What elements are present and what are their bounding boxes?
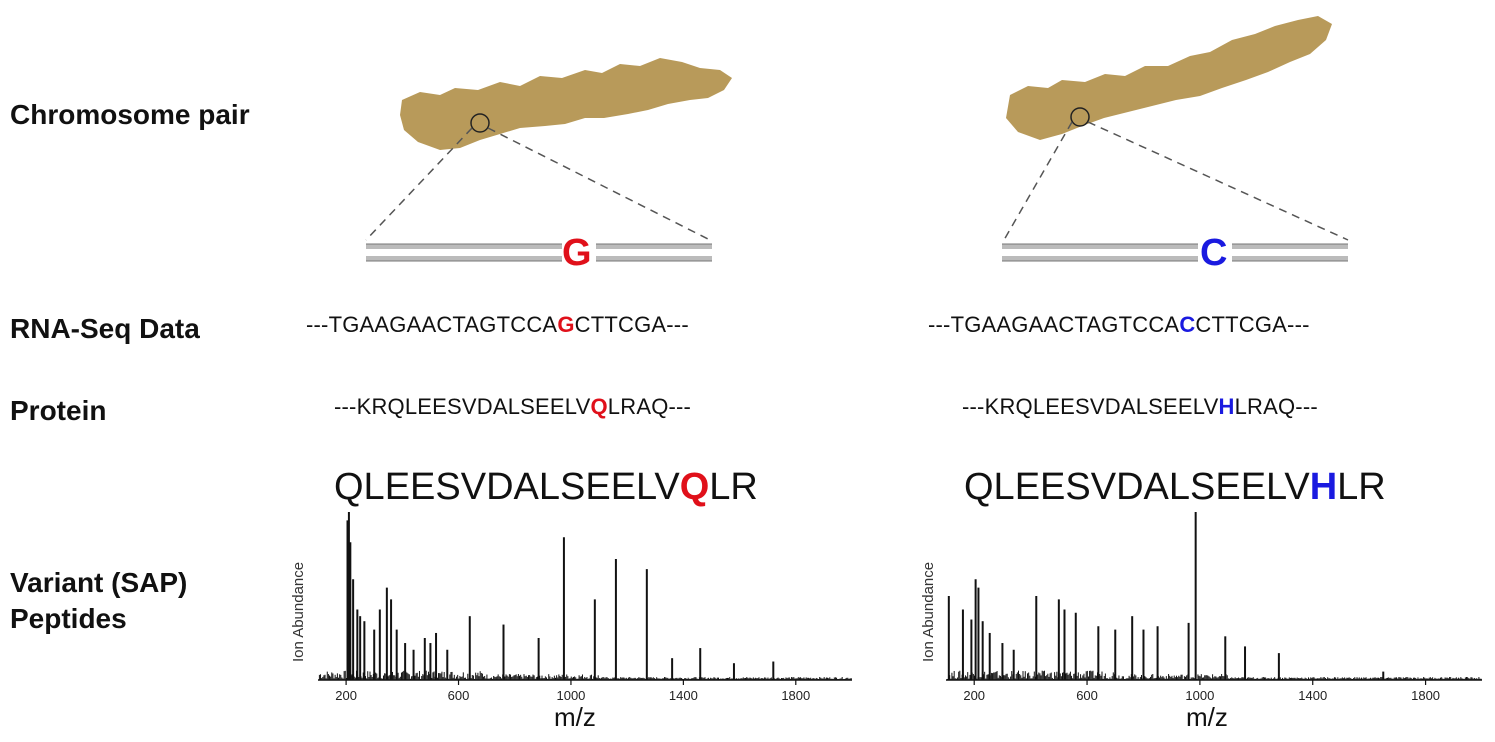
protein-seq-right-pre: ---KRQLEESVDALSEELV xyxy=(962,394,1219,419)
y-axis-label-right: Ion Abundance xyxy=(920,561,937,662)
dna-strand-right xyxy=(1002,243,1348,262)
allele-left: G xyxy=(562,232,592,274)
rna-seq-left-variant: G xyxy=(557,312,575,337)
peptide-right-variant: H xyxy=(1309,466,1338,508)
x-tick-label: 200 xyxy=(963,688,985,703)
x-axis-label-left: m/z xyxy=(554,702,596,732)
x-axis-label-right: m/z xyxy=(1186,702,1228,732)
rna-seq-left: ---TGAAGAACTAGTCCAGCTTCGA--- xyxy=(306,312,689,338)
chromosome-left xyxy=(400,58,732,150)
x-tick-label: 200 xyxy=(335,688,357,703)
rna-seq-right-post: CTTCGA--- xyxy=(1195,312,1310,337)
peptide-left-variant: Q xyxy=(679,466,710,508)
rna-seq-right: ---TGAAGAACTAGTCCACCTTCGA--- xyxy=(928,312,1310,338)
spectrum-right: 200 600 1000 1400 1800 xyxy=(946,512,1482,703)
locus-circle-right xyxy=(1070,107,1090,127)
x-tick-label: 1800 xyxy=(781,688,810,703)
allele-right: C xyxy=(1200,232,1228,274)
protein-seq-right: ---KRQLEESVDALSEELVHLRAQ--- xyxy=(962,394,1318,420)
x-tick-label: 1000 xyxy=(556,688,585,703)
variant-peptides-label-line2: Peptides xyxy=(10,603,127,634)
protein-seq-left: ---KRQLEESVDALSEELVQLRAQ--- xyxy=(334,394,691,420)
x-tick-label: 600 xyxy=(1076,688,1098,703)
rna-seq-right-pre: ---TGAAGAACTAGTCCA xyxy=(928,312,1180,337)
spectrum-left: 200 600 1000 1400 1800 xyxy=(318,512,852,703)
x-tick-label: 1400 xyxy=(1298,688,1327,703)
rna-seq-left-post: CTTCGA--- xyxy=(574,312,689,337)
rna-seq-right-variant: C xyxy=(1179,312,1196,337)
x-tick-label: 1400 xyxy=(669,688,698,703)
x-tick-label: 600 xyxy=(448,688,470,703)
peptide-left-post: LR xyxy=(709,466,758,508)
protein-seq-right-variant: H xyxy=(1218,394,1235,419)
peptide-right-post: LR xyxy=(1337,466,1386,508)
protein-seq-right-post: LRAQ--- xyxy=(1234,394,1318,419)
protein-seq-left-pre: ---KRQLEESVDALSEELV xyxy=(334,394,591,419)
chromosome-right xyxy=(1006,16,1332,140)
variant-peptides-label-line1: Variant (SAP) xyxy=(10,567,188,598)
dna-strand-left xyxy=(366,243,712,262)
y-axis-label-left: Ion Abundance xyxy=(290,561,307,662)
locus-circle-left xyxy=(470,113,490,133)
peptide-right: QLEESVDALSEELVHLR xyxy=(964,466,1386,509)
peptide-right-pre: QLEESVDALSEELV xyxy=(964,466,1310,508)
peptide-left-pre: QLEESVDALSEELV xyxy=(334,466,680,508)
protein-seq-left-post: LRAQ--- xyxy=(607,394,692,419)
x-tick-label: 1000 xyxy=(1185,688,1214,703)
rna-seq-label: RNA-Seq Data xyxy=(10,313,200,344)
protein-seq-left-variant: Q xyxy=(590,394,608,419)
x-tick-label: 1800 xyxy=(1411,688,1440,703)
chromosome-pair-label: Chromosome pair xyxy=(10,99,250,130)
rna-seq-left-pre: ---TGAAGAACTAGTCCA xyxy=(306,312,558,337)
peptide-left: QLEESVDALSEELVQLR xyxy=(334,466,758,509)
protein-label: Protein xyxy=(10,395,107,426)
